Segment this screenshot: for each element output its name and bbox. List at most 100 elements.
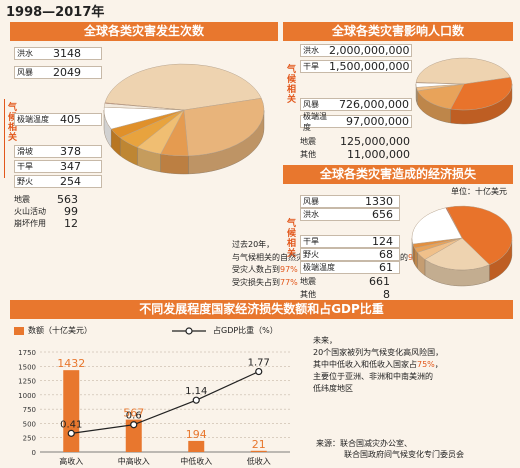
notes-title: 未来，: [313, 336, 337, 345]
affected-row: 极端温度 97,000,000: [300, 112, 412, 132]
x-tick-label: 中高收入: [118, 456, 150, 466]
headline: 1998—2017年: [6, 5, 105, 20]
affected-row: 洪水 2,000,000,000: [300, 44, 412, 57]
frequency-row-label: 崩坏作用: [14, 219, 46, 228]
affected-row-value: 125,000,000: [340, 135, 410, 148]
losses-row: 风暴 1330: [300, 195, 400, 208]
facts-line-3: 受灾人数占到97%: [232, 264, 426, 277]
gdp-value-label: 1.77: [248, 358, 270, 369]
frequency-title: 全球各类灾害发生次数: [10, 22, 278, 41]
losses-row: 野火 68: [300, 248, 400, 261]
frequency-climate-label: 气候相关: [6, 102, 16, 142]
bar-value-label: 21: [252, 438, 266, 451]
affected-row-value: 97,000,000: [346, 115, 409, 128]
frequency-pie: [103, 63, 265, 175]
frequency-row-value: 347: [60, 160, 81, 173]
frequency-row-value: 12: [64, 217, 78, 230]
legend-line-swatch: [172, 327, 206, 335]
losses-row-value: 61: [379, 261, 393, 274]
affected-pie-slice: [415, 57, 511, 85]
y-tick-label: 1750: [18, 349, 36, 357]
gdp-point: [192, 396, 200, 404]
frequency-row-label: 野火: [17, 177, 33, 186]
bottom-title: 不同发展程度国家经济损失数额和占GDP比重: [10, 300, 513, 319]
facts-pct-2: 97%: [280, 265, 298, 274]
bar: [125, 419, 142, 452]
losses-row-value: 656: [372, 208, 393, 221]
frequency-row-value: 99: [64, 205, 78, 218]
gdp-point: [255, 367, 263, 376]
affected-title: 全球各类灾害影响人口数: [283, 22, 513, 41]
y-tick-label: 500: [23, 420, 36, 428]
frequency-row: 洪水 3148: [14, 47, 102, 60]
losses-title: 全球各类灾害造成的经济损失: [283, 165, 513, 184]
source-line-2: 联合国政府间气候变化专门委员会: [344, 450, 464, 459]
frequency-row-value: 563: [57, 193, 78, 206]
losses-row-value: 661: [369, 275, 390, 288]
frequency-pie-side-slice: [160, 153, 189, 175]
losses-pie-slice: [411, 207, 463, 245]
affected-pie-slice: [450, 77, 513, 111]
affected-climate-label: 气候相关: [285, 64, 295, 104]
frequency-row: 崩坏作用 12: [14, 217, 102, 230]
losses-row-label: 洪水: [303, 210, 319, 219]
affected-row-label: 风暴: [303, 100, 319, 109]
affected-row: 干旱 1,500,000,000: [300, 60, 412, 73]
losses-pie-slice: [446, 205, 513, 266]
frequency-row: 干旱 347: [14, 160, 102, 173]
affected-pie-slice: [417, 83, 465, 110]
frequency-row-value: 2049: [53, 66, 81, 79]
frequency-pie-slice: [183, 97, 265, 157]
affected-row-value: 11,000,000: [347, 148, 410, 161]
affected-pie-slice: [415, 82, 465, 85]
bar: [250, 450, 267, 452]
frequency-row-label: 地震: [14, 195, 30, 204]
affected-row: 风暴 726,000,000: [300, 98, 412, 111]
notes-line-1: 20个国家被列为气候变化高风险国，: [313, 348, 444, 357]
affected-row-label: 极端温度: [303, 111, 327, 132]
frequency-row: 地震 563: [14, 193, 102, 206]
frequency-row-value: 3148: [53, 47, 81, 60]
bar-value-label: 1432: [57, 357, 85, 370]
x-tick-label: 低收入: [247, 456, 271, 466]
affected-row: 地震 125,000,000: [300, 135, 412, 148]
losses-row-value: 1330: [365, 195, 393, 208]
frequency-row-label: 滑坡: [17, 147, 33, 156]
gdp-value-label: 0.6: [126, 411, 142, 422]
affected-row-label: 洪水: [303, 46, 319, 55]
facts-pct-3: 77%: [280, 277, 298, 287]
losses-unit: 单位：十亿美元: [451, 187, 507, 196]
x-tick-label: 高收入: [59, 456, 83, 466]
affected-row: 其他 11,000,000: [300, 148, 412, 161]
losses-row: 其他 8: [300, 288, 400, 301]
frequency-row: 风暴 2049: [14, 66, 102, 79]
y-tick-label: 0: [32, 449, 36, 457]
facts-line-4: 受灾损失占到77%: [232, 277, 426, 290]
gdp-line: [71, 371, 259, 434]
notes-line-3: 主要位于亚洲、非洲和中南美洲的: [313, 372, 433, 381]
source-line-1: 来源：联合国减灾办公室、: [316, 439, 412, 448]
gdp-point: [67, 429, 75, 437]
losses-row-value: 124: [372, 235, 393, 248]
y-tick-label: 750: [23, 406, 36, 414]
y-tick-label: 1000: [18, 392, 36, 400]
losses-row: 极端温度 61: [300, 261, 400, 274]
x-tick-label: 中低收入: [180, 456, 212, 466]
gdp-point: [130, 421, 138, 429]
gdp-value-label: 1.14: [185, 386, 207, 397]
affected-row-label: 其他: [300, 150, 316, 159]
combo-chart: 0 250 500 750 1000 1250 1500 1750 1432 567 194 21 高收…: [18, 349, 290, 466]
affected-row-value: 1,500,000,000: [329, 60, 410, 73]
bar-value-label: 194: [186, 428, 207, 441]
losses-pie-slice: [445, 207, 463, 239]
losses-row: 洪水 656: [300, 208, 400, 221]
frequency-row-label: 风暴: [17, 68, 33, 77]
frequency-row-value: 254: [60, 175, 81, 188]
bar-value-label: 567: [123, 407, 144, 420]
notes-comma: ，: [434, 360, 443, 369]
frequency-row: 滑坡 378: [14, 145, 102, 158]
legend-bar-label: 数额（十亿美元）: [28, 326, 92, 335]
frequency-row-label: 干旱: [17, 162, 33, 171]
losses-row-label: 其他: [300, 290, 316, 299]
losses-row: 地震 661: [300, 275, 400, 288]
